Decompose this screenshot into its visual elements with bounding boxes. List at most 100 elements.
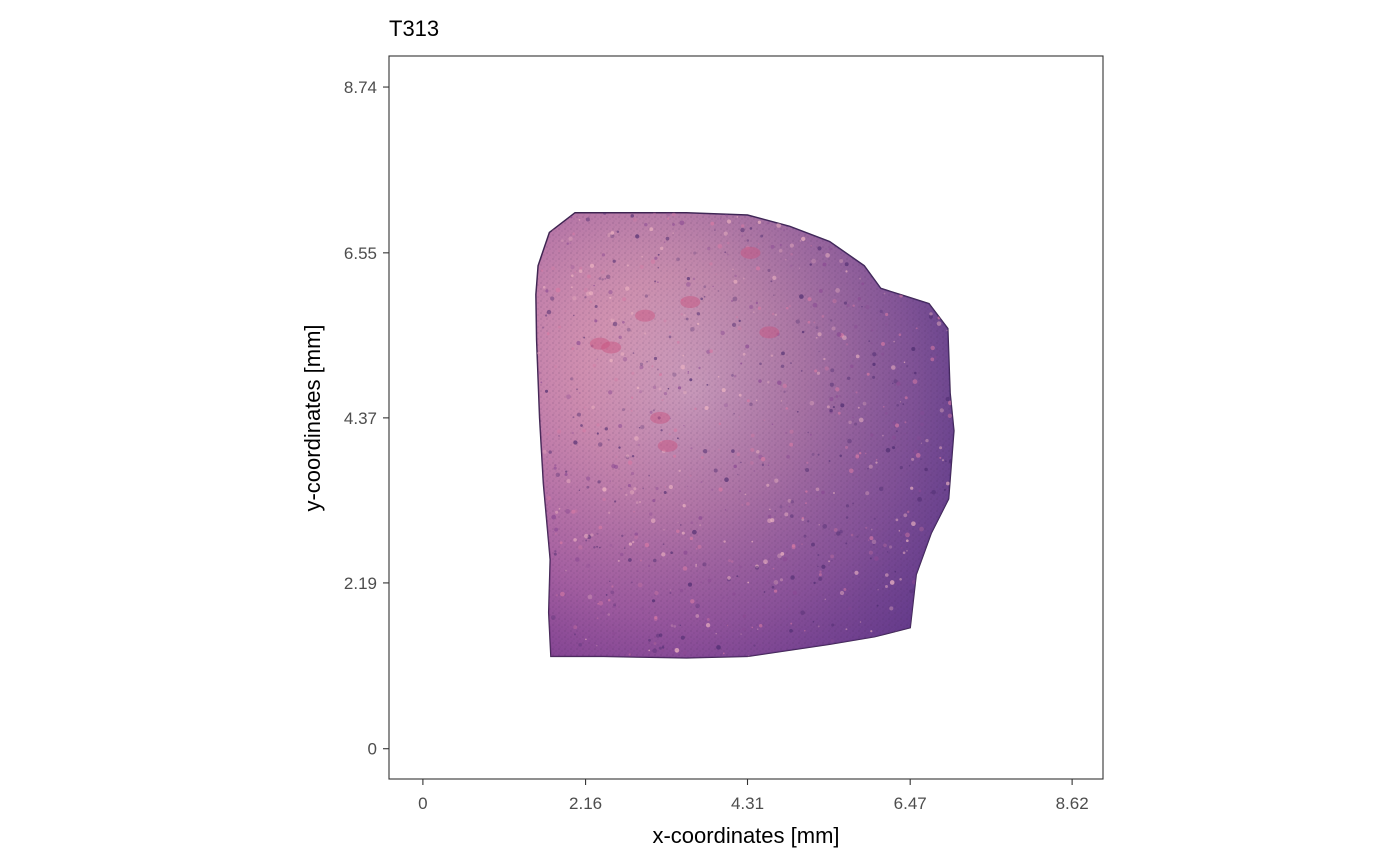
tissue-speck bbox=[885, 323, 888, 326]
tissue-speck bbox=[649, 512, 653, 516]
tissue-speck bbox=[653, 356, 658, 361]
tissue-speck bbox=[642, 487, 645, 490]
tissue-speck bbox=[746, 239, 750, 242]
tissue-speck bbox=[639, 264, 644, 269]
tissue-speck bbox=[610, 318, 615, 323]
tissue-speck bbox=[736, 575, 739, 578]
tissue-speck bbox=[767, 514, 772, 519]
tissue-speck bbox=[779, 243, 782, 247]
tissue-speck bbox=[612, 631, 616, 636]
tissue-speck bbox=[607, 232, 612, 238]
tissue-speck bbox=[709, 629, 712, 632]
tissue-speck bbox=[695, 603, 700, 609]
tissue-speck bbox=[740, 633, 742, 635]
tissue-speck bbox=[845, 270, 848, 273]
tissue-speck bbox=[589, 291, 594, 296]
tissue-speck bbox=[890, 365, 896, 370]
tissue-speck bbox=[751, 626, 754, 629]
tissue-speck bbox=[771, 423, 774, 426]
tissue-speck bbox=[550, 296, 555, 301]
tissue-speck bbox=[587, 594, 593, 600]
tissue-speck bbox=[819, 570, 822, 573]
tissue-speck bbox=[624, 286, 630, 291]
tissue-speck bbox=[664, 485, 667, 488]
tissue-speck bbox=[739, 490, 741, 493]
tissue-speck bbox=[596, 423, 600, 427]
tissue-speck bbox=[829, 319, 833, 322]
tissue-speck bbox=[664, 241, 666, 243]
tissue-speck bbox=[859, 277, 862, 280]
tissue-speck bbox=[640, 607, 644, 611]
tissue-speck bbox=[660, 441, 662, 443]
tissue-speck bbox=[590, 533, 594, 537]
tissue-speck bbox=[654, 280, 657, 283]
tissue-speck bbox=[788, 505, 791, 508]
tissue-speck bbox=[858, 417, 864, 423]
tissue-speck bbox=[873, 517, 876, 520]
tissue-speck bbox=[801, 236, 806, 242]
tissue-speck bbox=[573, 538, 577, 542]
tissue-speck bbox=[881, 341, 885, 346]
tissue-speck bbox=[598, 546, 601, 549]
tissue-speck bbox=[929, 312, 933, 316]
tissue-speck bbox=[598, 277, 602, 280]
tissue-speck bbox=[573, 314, 575, 317]
tissue-speck bbox=[695, 563, 698, 566]
tissue-speck bbox=[611, 463, 616, 469]
tissue-speck bbox=[585, 539, 588, 542]
tissue-speck bbox=[584, 296, 587, 299]
tissue-speck bbox=[875, 459, 878, 461]
tissue-speck bbox=[584, 533, 589, 539]
tissue-speck bbox=[564, 569, 567, 572]
tissue-speck bbox=[772, 275, 777, 280]
tissue-speck bbox=[866, 372, 870, 376]
tissue-speck bbox=[835, 288, 840, 293]
tissue-speck bbox=[546, 496, 551, 501]
tissue-speck bbox=[830, 368, 835, 373]
tissue-speck bbox=[889, 580, 895, 585]
tissue-speck bbox=[718, 448, 721, 451]
tissue-speck bbox=[542, 449, 547, 454]
tissue-speck bbox=[767, 380, 770, 384]
tissue-vessel bbox=[759, 326, 780, 339]
tissue-speck bbox=[933, 356, 937, 359]
tissue-speck bbox=[789, 628, 793, 633]
tissue-speck bbox=[686, 276, 691, 281]
tissue-speck bbox=[783, 390, 786, 393]
tissue-speck bbox=[850, 533, 854, 537]
tissue-speck bbox=[924, 467, 928, 472]
tissue-speck bbox=[700, 297, 704, 301]
tissue-speck bbox=[578, 545, 583, 550]
tissue-speck bbox=[845, 542, 848, 545]
tissue-speck bbox=[698, 516, 703, 520]
tissue-speck bbox=[904, 433, 906, 435]
tissue-speck bbox=[578, 642, 583, 647]
tissue-speck bbox=[668, 433, 671, 436]
tissue-speck bbox=[596, 432, 599, 435]
tissue-speck bbox=[753, 644, 756, 647]
tissue-speck bbox=[609, 543, 613, 547]
tissue-speck bbox=[843, 301, 848, 305]
tissue-speck bbox=[626, 264, 629, 267]
tissue-speck bbox=[554, 365, 557, 368]
tissue-speck bbox=[605, 594, 608, 596]
tissue-speck bbox=[805, 502, 807, 504]
tissue-speck bbox=[817, 565, 819, 568]
tissue-speck bbox=[593, 284, 595, 287]
tissue-speck bbox=[685, 282, 691, 287]
tissue-speck bbox=[703, 285, 707, 289]
tissue-speck bbox=[586, 485, 590, 489]
tissue-speck bbox=[574, 271, 576, 273]
tissue-speck bbox=[665, 212, 671, 217]
tissue-speck bbox=[577, 412, 581, 417]
tissue-speck bbox=[785, 258, 787, 261]
tissue-speck bbox=[660, 429, 663, 432]
tissue-speck bbox=[638, 426, 641, 429]
tissue-speck bbox=[767, 268, 771, 272]
tissue-speck bbox=[659, 246, 664, 251]
tissue-speck bbox=[700, 456, 704, 459]
tissue-speck bbox=[930, 357, 935, 362]
tissue-speck bbox=[876, 604, 879, 607]
tissue-speck bbox=[631, 471, 635, 476]
tissue-speck bbox=[663, 529, 665, 531]
